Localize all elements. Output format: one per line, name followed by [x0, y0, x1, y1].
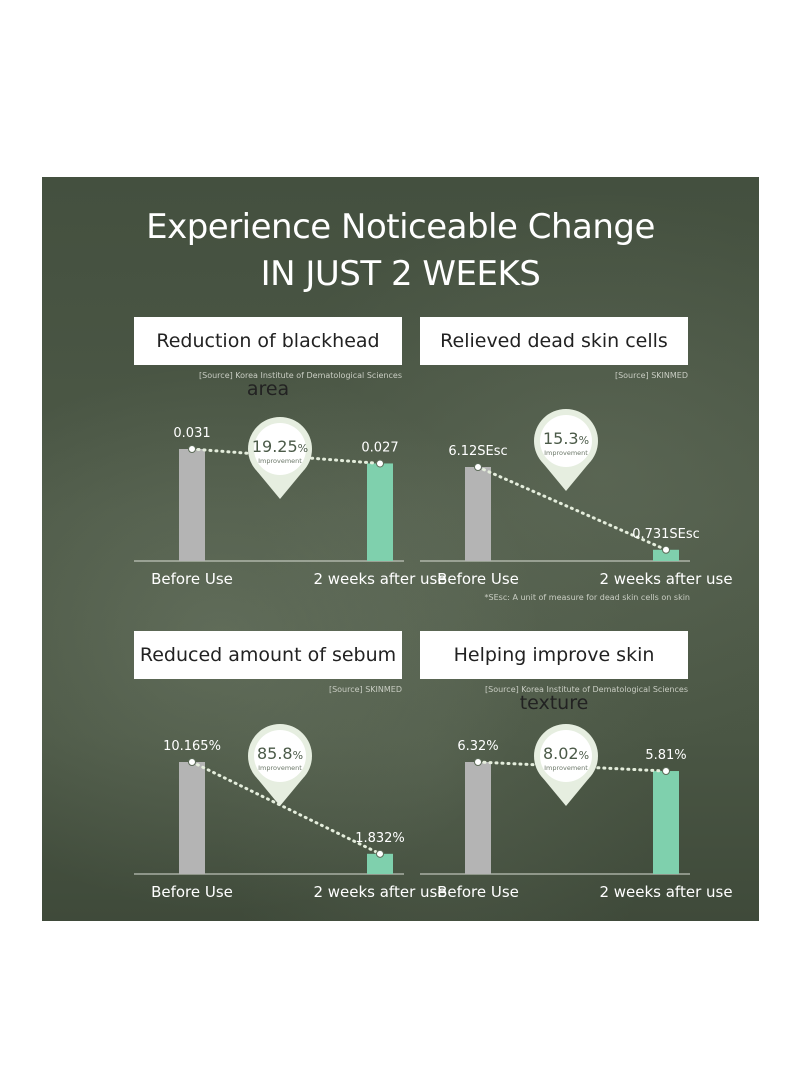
category-label-after: 2 weeks after use — [313, 883, 446, 901]
category-label-after: 2 weeks after use — [599, 883, 732, 901]
bar-before-use — [179, 449, 205, 561]
bar-after-use — [653, 771, 679, 874]
category-label-after: 2 weeks after use — [599, 570, 732, 588]
trend-line — [190, 447, 382, 465]
improvement-value: 85.8% — [257, 744, 303, 763]
improvement-value: 8.02% — [543, 744, 589, 763]
bar-after-use — [367, 853, 393, 874]
improvement-caption: Improvement — [544, 449, 588, 457]
improvement-badge: 8.02%Improvement — [534, 724, 598, 806]
point-after-use — [376, 459, 384, 468]
improvement-caption: Improvement — [544, 764, 588, 772]
improvement-badge: 15.3%Improvement — [534, 409, 598, 491]
category-label-before: Before Use — [437, 570, 519, 588]
value-label-before: 6.32% — [457, 739, 498, 754]
improvement-value: 15.3% — [543, 429, 589, 448]
bar-after-use — [653, 549, 679, 561]
category-label-before: Before Use — [151, 883, 233, 901]
badge-inner-circle — [254, 730, 306, 782]
value-label-before: 10.165% — [163, 739, 221, 754]
bar-before-use — [465, 467, 491, 561]
improvement-badge: 19.25%Improvement — [248, 417, 312, 499]
headline-line-2: IN JUST 2 WEEKS — [260, 254, 541, 294]
point-before-use — [474, 463, 482, 471]
point-before-use — [188, 758, 196, 766]
chart-4-source: [Source] Korea Institute of Dematologica… — [485, 685, 688, 694]
value-label-before: 6.12SEsc — [448, 444, 507, 459]
trend-line — [476, 760, 668, 773]
category-label-after: 2 weeks after use — [313, 570, 446, 588]
background-panel: Experience Noticeable Change IN JUST 2 W… — [42, 177, 759, 921]
chart-1-title: Reduction of blackhead area — [134, 317, 402, 400]
point-before-use — [188, 445, 196, 453]
value-label-after: 0.731SEsc — [632, 527, 700, 542]
bar-before-use — [465, 762, 491, 874]
trend-line — [476, 465, 668, 552]
value-label-after: 0.027 — [361, 440, 398, 455]
improvement-number: 85.8 — [257, 744, 293, 763]
bar-after-use — [367, 463, 393, 561]
badge-inner-circle — [254, 423, 306, 475]
sesc-footnote: *SEsc: A unit of measure for dead skin c… — [484, 593, 690, 602]
improvement-badge: 85.8%Improvement — [248, 724, 312, 806]
chart-2-plot: 6.12SEsc 0.731SEsc Before Use 2 weeks after… — [420, 409, 733, 588]
category-label-before: Before Use — [151, 570, 233, 588]
value-label-before: 0.031 — [173, 426, 210, 441]
improvement-caption: Improvement — [258, 764, 302, 772]
category-label-before: Before Use — [437, 883, 519, 901]
chart-3-plot: 10.165% 1.832% Before Use 2 weeks after use… — [134, 724, 447, 901]
improvement-number: 15.3 — [543, 429, 579, 448]
improvement-number: 8.02 — [543, 744, 579, 763]
point-after-use — [662, 767, 670, 776]
improvement-unit: % — [298, 442, 308, 455]
headline-line-1: Experience Noticeable Change — [146, 207, 655, 247]
improvement-unit: % — [579, 749, 589, 762]
chart-1-source: [Source] Korea Institute of Dematologica… — [199, 371, 402, 380]
chart-3-source: [Source] SKINMED — [328, 685, 402, 694]
trend-line — [190, 760, 382, 856]
value-label-after: 5.81% — [645, 748, 686, 763]
improvement-number: 19.25 — [252, 437, 298, 456]
chart-1-plot: 0.031 0.027 Before Use 2 weeks after use 19.… — [134, 417, 447, 588]
badge-inner-circle — [540, 415, 592, 467]
point-before-use — [474, 758, 482, 766]
badge-inner-circle — [540, 730, 592, 782]
point-after-use — [376, 849, 384, 858]
improvement-caption: Improvement — [258, 457, 302, 465]
chart-2-title: Relieved dead skin cells — [420, 317, 688, 365]
chart-4-plot: 6.32% 5.81% Before Use 2 weeks after use 8.0… — [420, 724, 733, 901]
point-after-use — [662, 545, 670, 554]
chart-3-title: Reduced amount of sebum — [134, 631, 402, 679]
improvement-value: 19.25% — [252, 437, 308, 456]
improvement-unit: % — [293, 749, 303, 762]
chart-2-source: [Source] SKINMED — [614, 371, 688, 380]
improvement-unit: % — [579, 434, 589, 447]
chart-4-title: Helping improve skin texture — [420, 631, 688, 714]
value-label-after: 1.832% — [355, 831, 405, 846]
bar-before-use — [179, 762, 205, 874]
